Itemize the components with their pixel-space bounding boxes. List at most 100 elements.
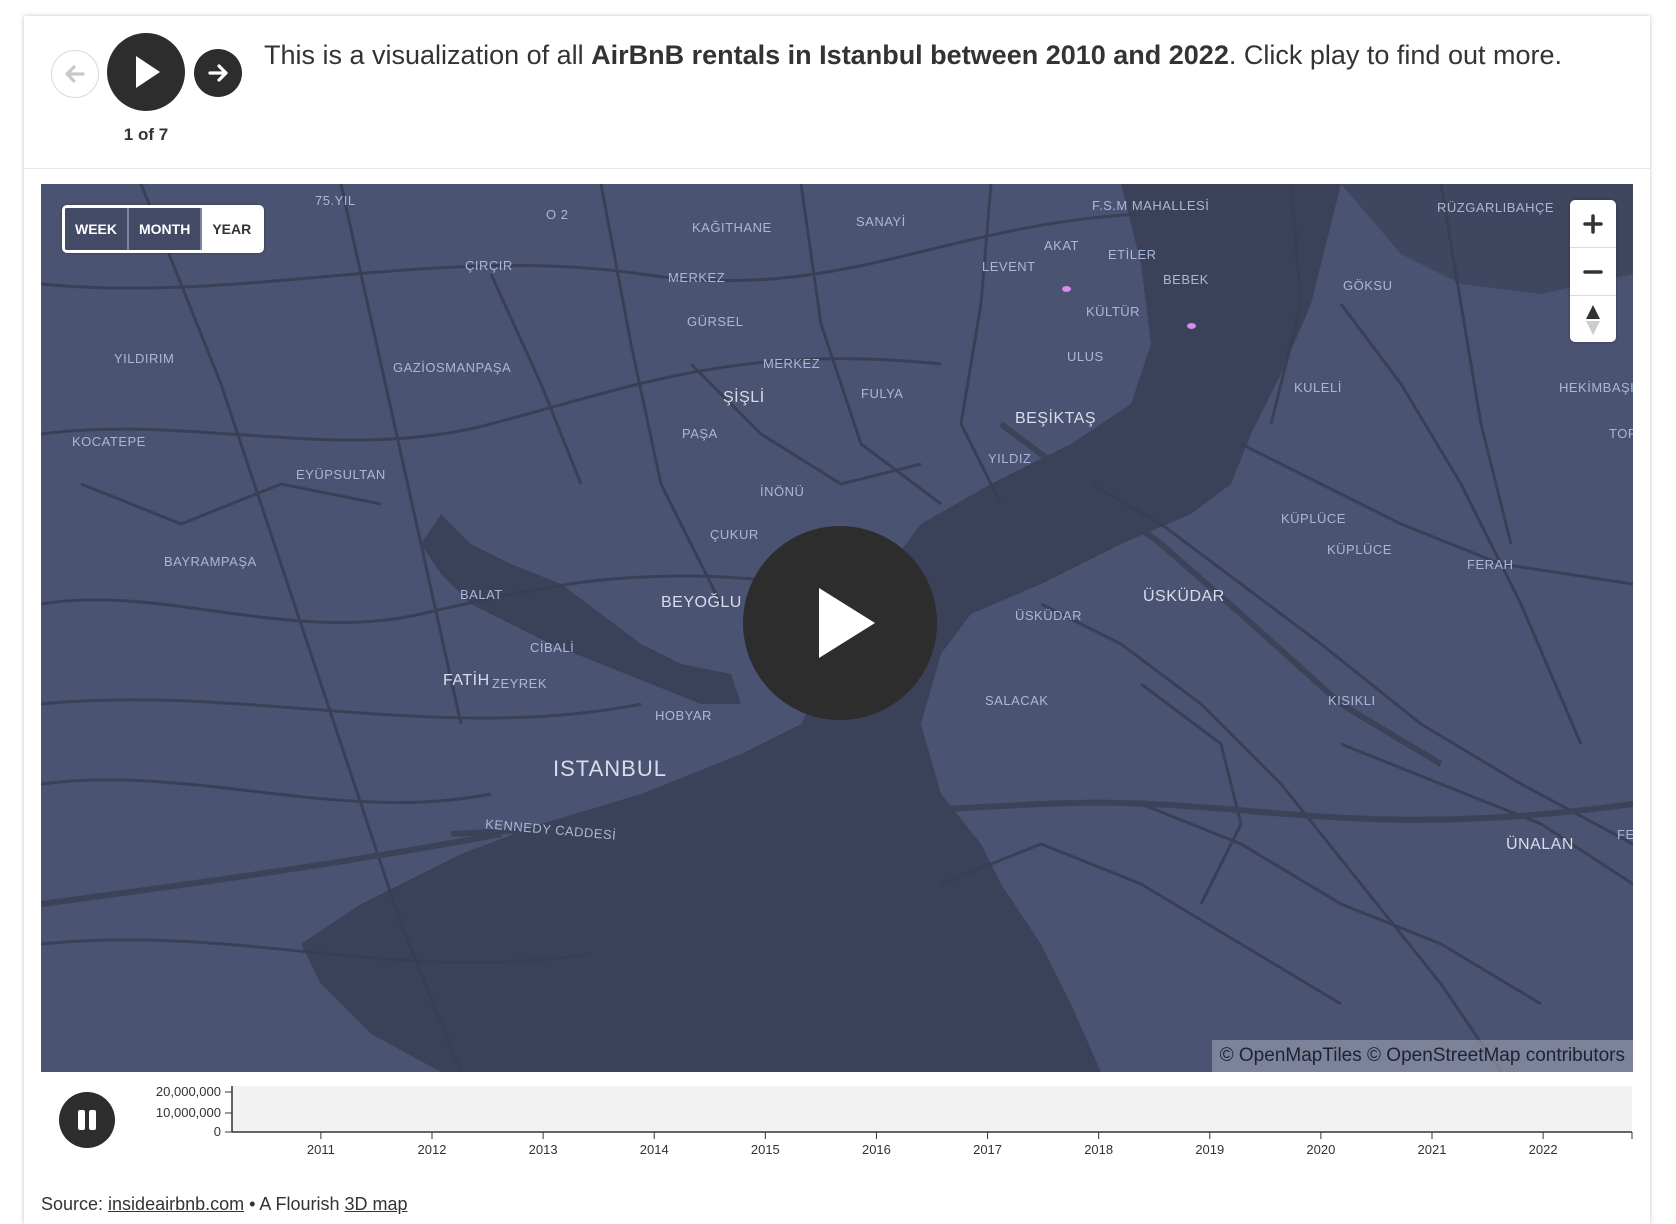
map-label: İNÖNÜ [760,484,805,499]
month-toggle-button[interactable]: MONTH [129,208,203,250]
map-label: YILDIRIM [114,351,175,366]
map-label: CİBALİ [530,640,575,655]
pause-icon [78,1110,96,1130]
rental-point [1187,323,1196,329]
map-label: MERKEZ [763,356,821,371]
previous-slide-button[interactable] [51,50,99,98]
compass-icon [1586,304,1600,335]
map-label: RÜZGARLIBAHÇE [1437,200,1555,215]
year-toggle-button[interactable]: YEAR [202,208,262,250]
map-play-button[interactable] [743,526,937,720]
map-label: MERKEZ [668,270,726,285]
x-tick-label: 2011 [307,1142,335,1157]
map-attribution[interactable]: © OpenMapTiles © OpenStreetMap contribut… [1211,1040,1633,1072]
map-label: BEYOĞLU [661,594,742,611]
map-label: O 2 [546,207,569,222]
x-tick-label: 2012 [418,1142,447,1157]
map-label: KISIKLI [1328,693,1376,708]
map-label: GÖKSU [1343,278,1393,293]
reset-bearing-button[interactable] [1570,296,1616,343]
slide-caption: This is a visualization of all AirBnB re… [264,40,1562,70]
source-footer: Source: insideairbnb.com • A Flourish 3D… [41,1194,408,1214]
zoom-controls [1570,200,1616,342]
x-tick-label: 2018 [1084,1142,1113,1157]
map-label: 75.YIL [315,193,356,208]
rental-point [1062,286,1071,292]
map-label: EYÜPSULTAN [296,467,386,482]
map-label: KAĞITHANE [692,220,772,235]
y-tick-label: 20,000,000 [156,1084,221,1099]
x-tick-label: 2015 [751,1142,780,1157]
map-label: FATİH [443,672,490,689]
map-label: BEBEK [1163,272,1209,287]
map-label: TOPA [1609,426,1633,441]
map-label: BAYRAMPAŞA [164,554,257,569]
x-tick-label: 2019 [1195,1142,1224,1157]
map-label: FULYA [861,386,904,401]
map-label: ULUS [1067,349,1104,364]
map-label: KÜPLÜCE [1281,511,1346,526]
visualization-card: 1 of 7 This is a visualization of all Ai… [24,16,1650,1224]
map-label: BEŞİKTAŞ [1015,410,1097,427]
golden-horn-water [421,514,741,704]
x-tick-label: 2014 [640,1142,669,1157]
map-label: KOCATEPE [72,434,146,449]
x-tick-label: 2022 [1529,1142,1558,1157]
story-play-button[interactable] [107,33,185,111]
map-label: YILDIZ [988,451,1032,466]
map-label: AKAT [1044,238,1079,253]
bosphorus-water [301,184,1341,1072]
map-label: FERAH [1467,557,1514,572]
map-view[interactable]: 75.YIL O 2 KAĞITHANE SANAYİ F.S.M MAHALL… [41,184,1633,1072]
play-icon [136,56,160,88]
map-label: ETİLER [1108,247,1157,262]
map-label: F.S.M MAHALLESİ [1092,198,1210,213]
map-label: PAŞA [682,426,718,441]
map-label: HOBYAR [655,708,712,723]
slide-counter: 1 of 7 [123,125,169,144]
map-label: ZEYREK [492,676,548,691]
timeline-chart: 20,000,000 10,000,000 0 2011 2012 2013 2014… [41,1082,1633,1182]
map-label: ÜSKÜDAR [1015,608,1083,623]
map-label: GAZİOSMANPAŞA [393,360,512,375]
plus-icon [1583,213,1603,234]
arrow-right-icon [208,64,228,82]
time-granularity-toggle: WEEK MONTH YEAR [62,205,265,253]
y-tick-label: 10,000,000 [156,1105,221,1120]
map-label: SALACAK [985,693,1049,708]
map-label: BALAT [460,587,503,602]
source-link[interactable]: insideairbnb.com [108,1194,245,1214]
play-icon [819,588,875,658]
map-label: FE [1617,827,1633,842]
y-tick-label: 0 [214,1124,221,1139]
timeline-pause-button[interactable] [59,1092,115,1148]
map-label: KULELİ [1294,380,1342,395]
story-header: 1 of 7 This is a visualization of all Ai… [24,16,1650,169]
flourish-3d-map-link[interactable]: 3D map [344,1194,408,1214]
map-label: ÜNALAN [1506,836,1574,853]
map-label: KÜLTÜR [1086,304,1141,319]
x-tick-label: 2021 [1418,1142,1447,1157]
minus-icon [1583,269,1603,274]
week-toggle-button[interactable]: WEEK [65,208,129,250]
map-label: GÜRSEL [687,314,744,329]
map-label: ÇUKUR [710,527,759,542]
zoom-out-button[interactable] [1570,248,1616,296]
map-label: LEVENT [982,259,1036,274]
timeline-plot-area[interactable] [232,1086,1632,1132]
arrow-left-icon [65,65,85,83]
map-basemap [41,184,1633,1072]
x-tick-label: 2013 [529,1142,558,1157]
map-label: ÇIRÇIR [465,258,513,273]
map-label: ŞİŞLİ [723,389,765,406]
x-tick-label: 2020 [1306,1142,1335,1157]
map-label: HEKİMBAŞI [1559,380,1633,395]
map-label: ÜSKÜDAR [1143,588,1225,605]
next-slide-button[interactable] [194,49,242,97]
x-tick-label: 2017 [973,1142,1002,1157]
map-label: KÜPLÜCE [1327,542,1392,557]
map-label: ISTANBUL [553,756,667,781]
zoom-in-button[interactable] [1570,200,1616,248]
map-label: SANAYİ [856,214,906,229]
x-tick-label: 2016 [862,1142,891,1157]
